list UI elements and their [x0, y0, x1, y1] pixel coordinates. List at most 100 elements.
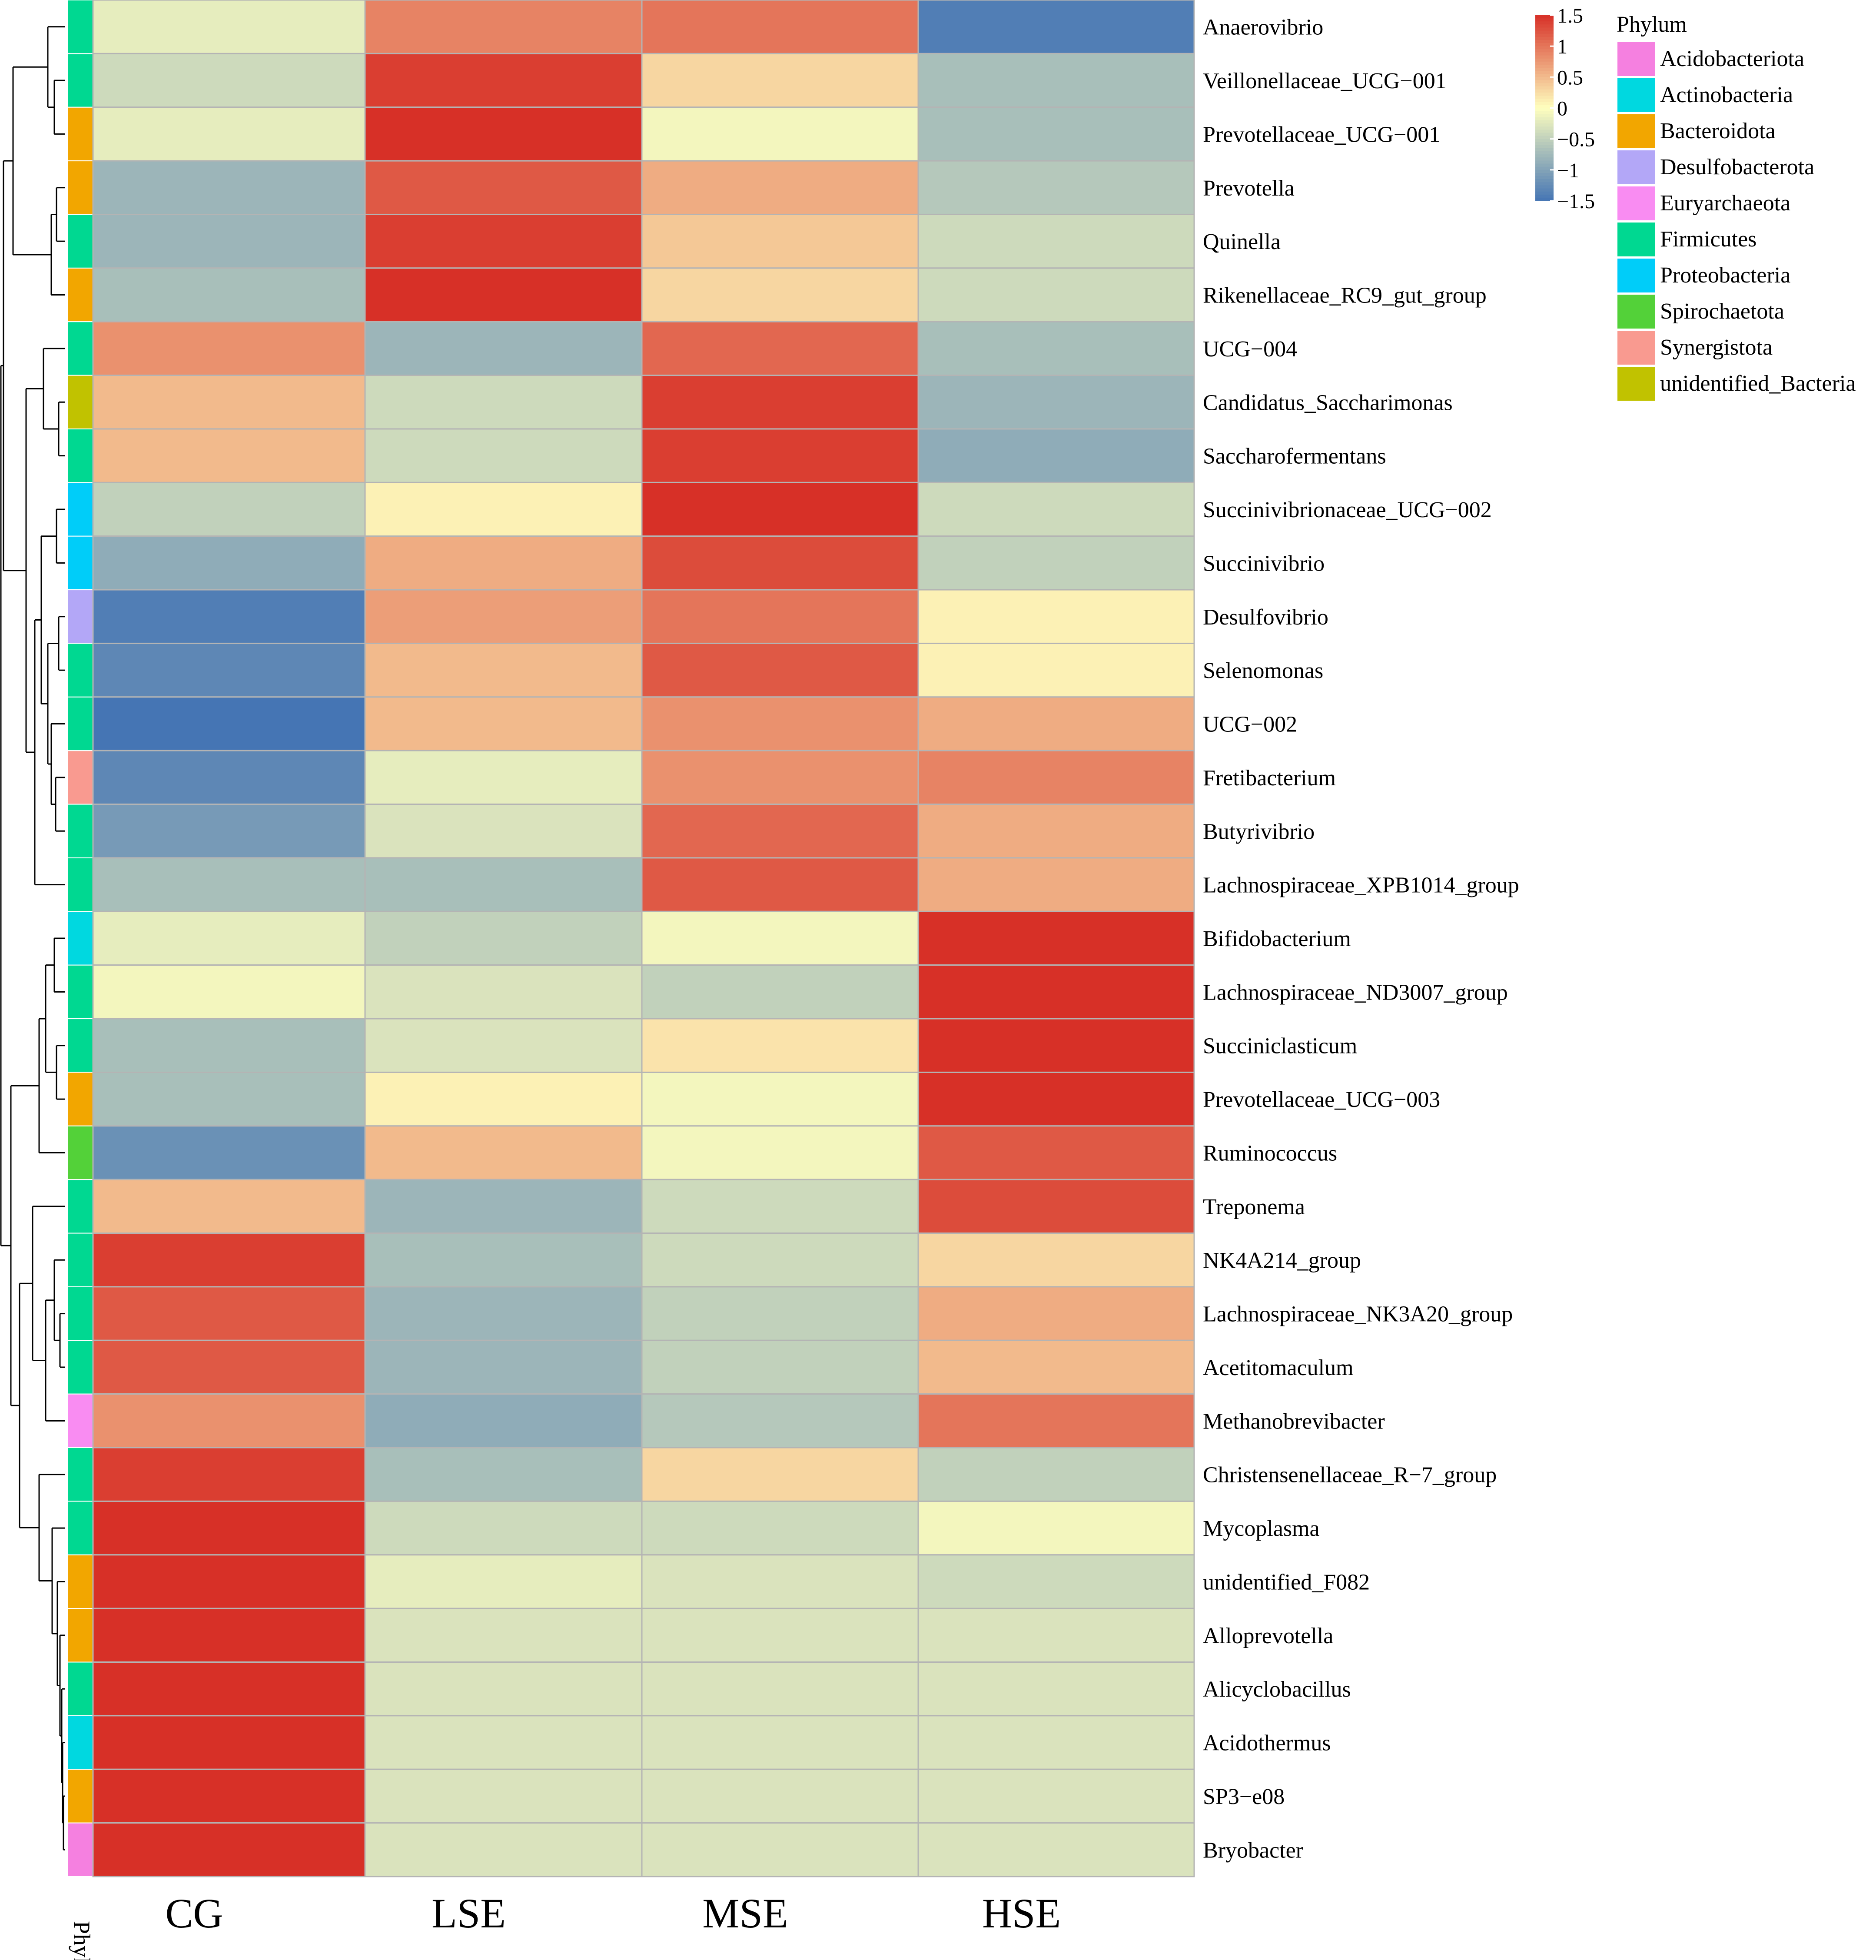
- heatmap-cell: [92, 642, 366, 698]
- colorbar-segment: [1535, 117, 1554, 121]
- phylum-strip-cell: [67, 1661, 93, 1716]
- heatmap-cell: [641, 1447, 919, 1502]
- heatmap-cell: [641, 857, 919, 912]
- phylum-strip-cell: [67, 1501, 93, 1555]
- row-label: Prevotellaceae_UCG−001: [1203, 122, 1440, 147]
- heatmap-cell: [364, 1554, 643, 1609]
- row-label: Ruminococcus: [1203, 1141, 1337, 1166]
- row-label: Prevotellaceae_UCG−003: [1203, 1087, 1440, 1112]
- heatmap-cell: [917, 0, 1195, 54]
- heatmap-cell: [364, 750, 643, 805]
- heatmap-cell: [364, 1286, 643, 1341]
- column-labels: CG LSE MSE HSE: [165, 1890, 1061, 1937]
- colorbar-segment: [1535, 83, 1554, 87]
- heatmap-cell: [364, 1339, 643, 1395]
- heatmap-cell: [917, 213, 1195, 269]
- colorbar-segment: [1535, 179, 1554, 183]
- row-labels: Anaerovibrio Veillonellaceae_UCG−001 Prevo…: [1203, 15, 1519, 1863]
- heatmap-cell: [364, 321, 643, 376]
- heatmap-cell: [917, 1447, 1195, 1502]
- heatmap-cell: [917, 1339, 1195, 1395]
- colorbar-segment: [1535, 40, 1554, 44]
- phylum-axis-label: Phylum: [69, 1921, 95, 1960]
- row-label: Lachnospiraceae_XPB1014_group: [1203, 873, 1519, 898]
- colorbar-segment: [1535, 49, 1554, 53]
- phylum-strip-cell: [67, 160, 93, 215]
- colorbar-segment: [1535, 151, 1554, 155]
- colorbar-segment: [1535, 130, 1554, 133]
- column-label: MSE: [702, 1890, 788, 1937]
- phylum-legend-label: Spirochaetota: [1660, 299, 1784, 324]
- phylum-legend-label: Acidobacteriota: [1660, 47, 1804, 71]
- colorbar-tick-label: −0.5: [1557, 128, 1595, 151]
- phylum-strip-cell: [67, 1125, 93, 1180]
- phylum-legend-label: Synergistota: [1660, 335, 1773, 360]
- colorbar-segment: [1535, 145, 1554, 149]
- heatmap-cell: [641, 1339, 919, 1395]
- row-label: Succinivibrio: [1203, 551, 1325, 576]
- heatmap-cell: [364, 1018, 643, 1073]
- column-label: CG: [165, 1890, 223, 1937]
- phylum-legend-title: Phylum: [1617, 12, 1687, 37]
- phylum-strip-cell: [67, 696, 93, 751]
- heatmap-cell: [641, 696, 919, 751]
- heatmap-cell: [641, 1179, 919, 1234]
- row-label: UCG−002: [1203, 712, 1297, 737]
- colorbar-segment: [1535, 133, 1554, 136]
- heatmap-cell: [641, 589, 919, 644]
- colorbar-tick-label: −1: [1557, 159, 1579, 182]
- colorbar-segment: [1535, 123, 1554, 127]
- heatmap-cell: [364, 1822, 643, 1877]
- colorbar-segment: [1535, 86, 1554, 90]
- phylum-legend-label: Euryarchaeota: [1660, 191, 1790, 216]
- row-label: Quinella: [1203, 229, 1281, 254]
- heatmap-cell: [641, 213, 919, 269]
- phylum-legend-label: unidentified_Bacteria: [1660, 371, 1856, 396]
- row-label: Succiniclasticum: [1203, 1034, 1357, 1059]
- phylum-annotation-strip: [67, 0, 93, 1877]
- phylum-strip-cell: [67, 1447, 93, 1502]
- heatmap-cell: [92, 1339, 366, 1395]
- heatmap-cell: [641, 750, 919, 805]
- heatmap-cell: [364, 213, 643, 269]
- heatmap-cell: [641, 375, 919, 430]
- colorbar-segment: [1535, 173, 1554, 177]
- heatmap-cell: [92, 428, 366, 483]
- row-label: Selenomonas: [1203, 658, 1323, 683]
- heatmap-cell: [364, 804, 643, 859]
- colorbar-segment: [1535, 55, 1554, 59]
- colorbar-tick-label: 1.5: [1557, 4, 1583, 27]
- phylum-strip-cell: [67, 214, 93, 269]
- phylum-legend-swatch: [1617, 367, 1655, 401]
- heatmap-cell: [92, 213, 366, 269]
- heatmap-cell: [641, 1661, 919, 1717]
- heatmap-cell: [917, 1232, 1195, 1288]
- heatmap-cell: [92, 1554, 366, 1609]
- heatmap-cell: [92, 857, 366, 912]
- heatmap-cell: [364, 696, 643, 751]
- colorbar-segment: [1535, 169, 1554, 173]
- colorbar-segment: [1535, 77, 1554, 81]
- heatmap-cell: [641, 267, 919, 322]
- heatmap-cell: [917, 910, 1195, 966]
- heatmap-cell: [92, 1715, 366, 1770]
- row-label: Alicyclobacillus: [1203, 1677, 1351, 1702]
- colorbar-segment: [1535, 136, 1554, 140]
- phylum-strip-cell: [67, 750, 93, 805]
- heatmap-cells: [92, 0, 1195, 1877]
- heatmap-cell: [92, 964, 366, 1020]
- phylum-strip-cell: [67, 482, 93, 537]
- row-label: Alloprevotella: [1203, 1624, 1333, 1648]
- colorbar-segment: [1535, 37, 1554, 40]
- heatmap-cell: [364, 642, 643, 698]
- phylum-strip-cell: [67, 1608, 93, 1663]
- phylum-legend-swatch: [1617, 331, 1655, 365]
- heatmap-cell: [917, 1822, 1195, 1877]
- colorbar-segment: [1535, 80, 1554, 84]
- colorbar-segment: [1535, 157, 1554, 161]
- colorbar-segment: [1535, 182, 1554, 186]
- heatmap-cell: [92, 1608, 366, 1663]
- colorbar-segment: [1535, 160, 1554, 164]
- heatmap-cell: [641, 535, 919, 591]
- heatmap-cell: [92, 1179, 366, 1234]
